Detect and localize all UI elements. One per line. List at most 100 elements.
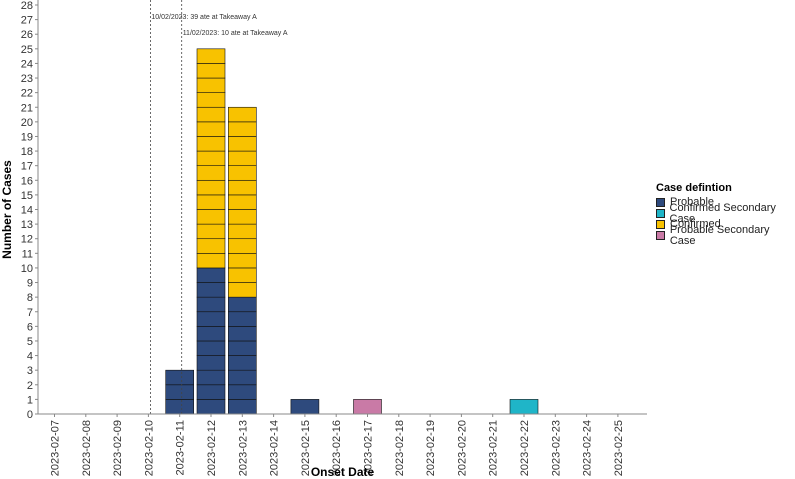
bar-cell-2023-02-13-probable-8 [228, 296, 257, 313]
y-tick-label: 4 [27, 351, 33, 363]
y-tick-label: 16 [21, 175, 33, 187]
y-tick-label: 18 [21, 146, 33, 158]
bar-cell-2023-02-22-confirmed-secondary-case-1 [509, 399, 539, 415]
x-tick-label: 2023-02-14 [269, 420, 281, 476]
bar-cell-2023-02-13-probable-7 [228, 311, 257, 327]
x-tick-label: 2023-02-11 [175, 420, 187, 475]
bar-cell-2023-02-12-confirmed-4 [196, 209, 226, 225]
y-tick-label: 27 [21, 15, 33, 27]
y-tick-label: 13 [21, 219, 33, 231]
bar-cell-2023-02-11-probable-2 [165, 384, 194, 400]
legend-swatch-confirmed-secondary [656, 209, 665, 218]
legend-swatch-probable-secondary [656, 231, 665, 240]
bar-cell-2023-02-13-confirmed-13 [228, 106, 257, 123]
bar-cell-2023-02-12-confirmed-1 [196, 253, 226, 269]
bar-cell-2023-02-12-confirmed-3 [196, 223, 226, 240]
x-tick-label: 2023-02-09 [112, 420, 124, 476]
bar-cell-2023-02-13-confirmed-9 [228, 165, 257, 181]
bar-cell-2023-02-13-confirmed-8 [228, 179, 257, 196]
bar-cell-2023-02-12-confirmed-15 [196, 48, 226, 64]
y-tick-label: 2 [27, 380, 33, 392]
bar-cell-2023-02-12-probable-9 [196, 282, 226, 298]
legend-title: Case defintion [656, 182, 732, 194]
bar-cell-2023-02-17-probable-secondary-case-1 [353, 399, 382, 415]
bar-cell-2023-02-11-probable-1 [165, 399, 194, 415]
bar-cell-2023-02-13-probable-2 [228, 384, 257, 400]
y-tick-label: 15 [21, 190, 33, 202]
bar-cell-2023-02-15-probable-1 [290, 399, 320, 415]
y-tick-label: 25 [21, 44, 33, 56]
legend-item-probable-secondary: Probable Secondary Case [656, 224, 795, 246]
bar-cell-2023-02-13-confirmed-7 [228, 194, 257, 210]
x-tick-label: 2023-02-08 [81, 420, 93, 476]
y-tick-label: 3 [27, 365, 33, 377]
y-axis-title: Number of Cases [0, 160, 14, 259]
x-tick-label: 2023-02-17 [363, 420, 375, 476]
legend-label: Confirmed Secondary Case [669, 201, 776, 225]
x-tick-label: 2023-02-20 [456, 420, 468, 476]
y-tick-label: 22 [21, 88, 33, 100]
legend-item-confirmed-secondary: Confirmed Secondary Case [656, 202, 795, 224]
bar-cell-2023-02-13-confirmed-3 [228, 253, 257, 269]
bar-cell-2023-02-13-confirmed-10 [228, 150, 257, 166]
x-tick-label: 2023-02-16 [331, 420, 343, 476]
bar-cell-2023-02-12-confirmed-7 [196, 165, 226, 181]
y-tick-label: 21 [21, 102, 33, 114]
y-tick-label: 26 [21, 29, 33, 41]
y-tick-label: 10 [21, 263, 33, 275]
legend-label: Confirmed [670, 218, 721, 230]
bar-cell-2023-02-13-probable-4 [228, 355, 257, 371]
axes-group: 0123456789101112131415161718192021222324… [21, 0, 647, 476]
legend-item-confirmed: Confirmed [656, 219, 795, 230]
bar-cell-2023-02-12-confirmed-9 [196, 136, 226, 152]
x-axis-title: Onset Date [311, 465, 375, 479]
bar-cell-2023-02-12-confirmed-13 [196, 77, 226, 93]
y-tick-label: 0 [27, 409, 33, 421]
bar-cell-2023-02-12-confirmed-5 [196, 194, 226, 210]
y-tick-label: 12 [21, 234, 33, 246]
bar-cell-2023-02-12-probable-3 [196, 369, 226, 386]
x-tick-label: 2023-02-24 [582, 420, 594, 476]
bar-cell-2023-02-12-confirmed-14 [196, 63, 226, 79]
bar-cell-2023-02-12-confirmed-12 [196, 92, 226, 108]
bar-cell-2023-02-13-confirmed-6 [228, 209, 257, 225]
bars-group [165, 48, 539, 415]
y-tick-label: 23 [21, 73, 33, 85]
bar-cell-2023-02-13-confirmed-11 [228, 136, 257, 152]
bar-cell-2023-02-12-probable-6 [196, 326, 226, 342]
y-tick-label: 1 [27, 394, 33, 406]
x-tick-label: 2023-02-13 [237, 420, 249, 476]
y-tick-label: 5 [27, 336, 33, 348]
x-tick-label: 2023-02-10 [143, 420, 155, 476]
legend-label: Probable Secondary Case [669, 223, 770, 247]
bar-cell-2023-02-13-probable-1 [228, 399, 257, 415]
y-tick-label: 14 [21, 205, 33, 217]
bar-cell-2023-02-12-confirmed-8 [196, 150, 226, 166]
annotation-text: 11/02/2023: 10 ate at Takeaway A [183, 30, 288, 37]
bar-cell-2023-02-13-probable-6 [228, 326, 257, 342]
y-tick-label: 6 [27, 321, 33, 333]
bar-cell-2023-02-12-confirmed-11 [196, 106, 226, 123]
y-tick-label: 20 [21, 117, 33, 129]
bar-cell-2023-02-13-probable-5 [228, 340, 257, 356]
y-tick-label: 19 [21, 131, 33, 143]
bar-cell-2023-02-12-probable-5 [196, 340, 226, 356]
bar-cell-2023-02-13-probable-3 [228, 369, 257, 386]
y-tick-label: 9 [27, 278, 33, 290]
bar-cell-2023-02-13-confirmed-4 [228, 238, 257, 254]
x-tick-label: 2023-02-15 [300, 420, 312, 476]
x-tick-label: 2023-02-12 [206, 420, 218, 476]
legend-item-probable: Probable [656, 197, 795, 208]
bar-cell-2023-02-12-probable-1 [196, 399, 226, 415]
bar-cell-2023-02-12-probable-8 [196, 296, 226, 313]
bar-cell-2023-02-12-probable-4 [196, 355, 226, 371]
y-tick-label: 24 [21, 58, 33, 70]
x-tick-label: 2023-02-22 [519, 420, 531, 476]
x-tick-label: 2023-02-07 [50, 420, 62, 476]
bar-cell-2023-02-12-confirmed-2 [196, 238, 226, 254]
bar-cell-2023-02-12-probable-10 [196, 267, 226, 283]
y-tick-label: 11 [22, 248, 33, 260]
bar-cell-2023-02-11-probable-3 [165, 369, 194, 386]
x-tick-label: 2023-02-19 [425, 420, 437, 476]
